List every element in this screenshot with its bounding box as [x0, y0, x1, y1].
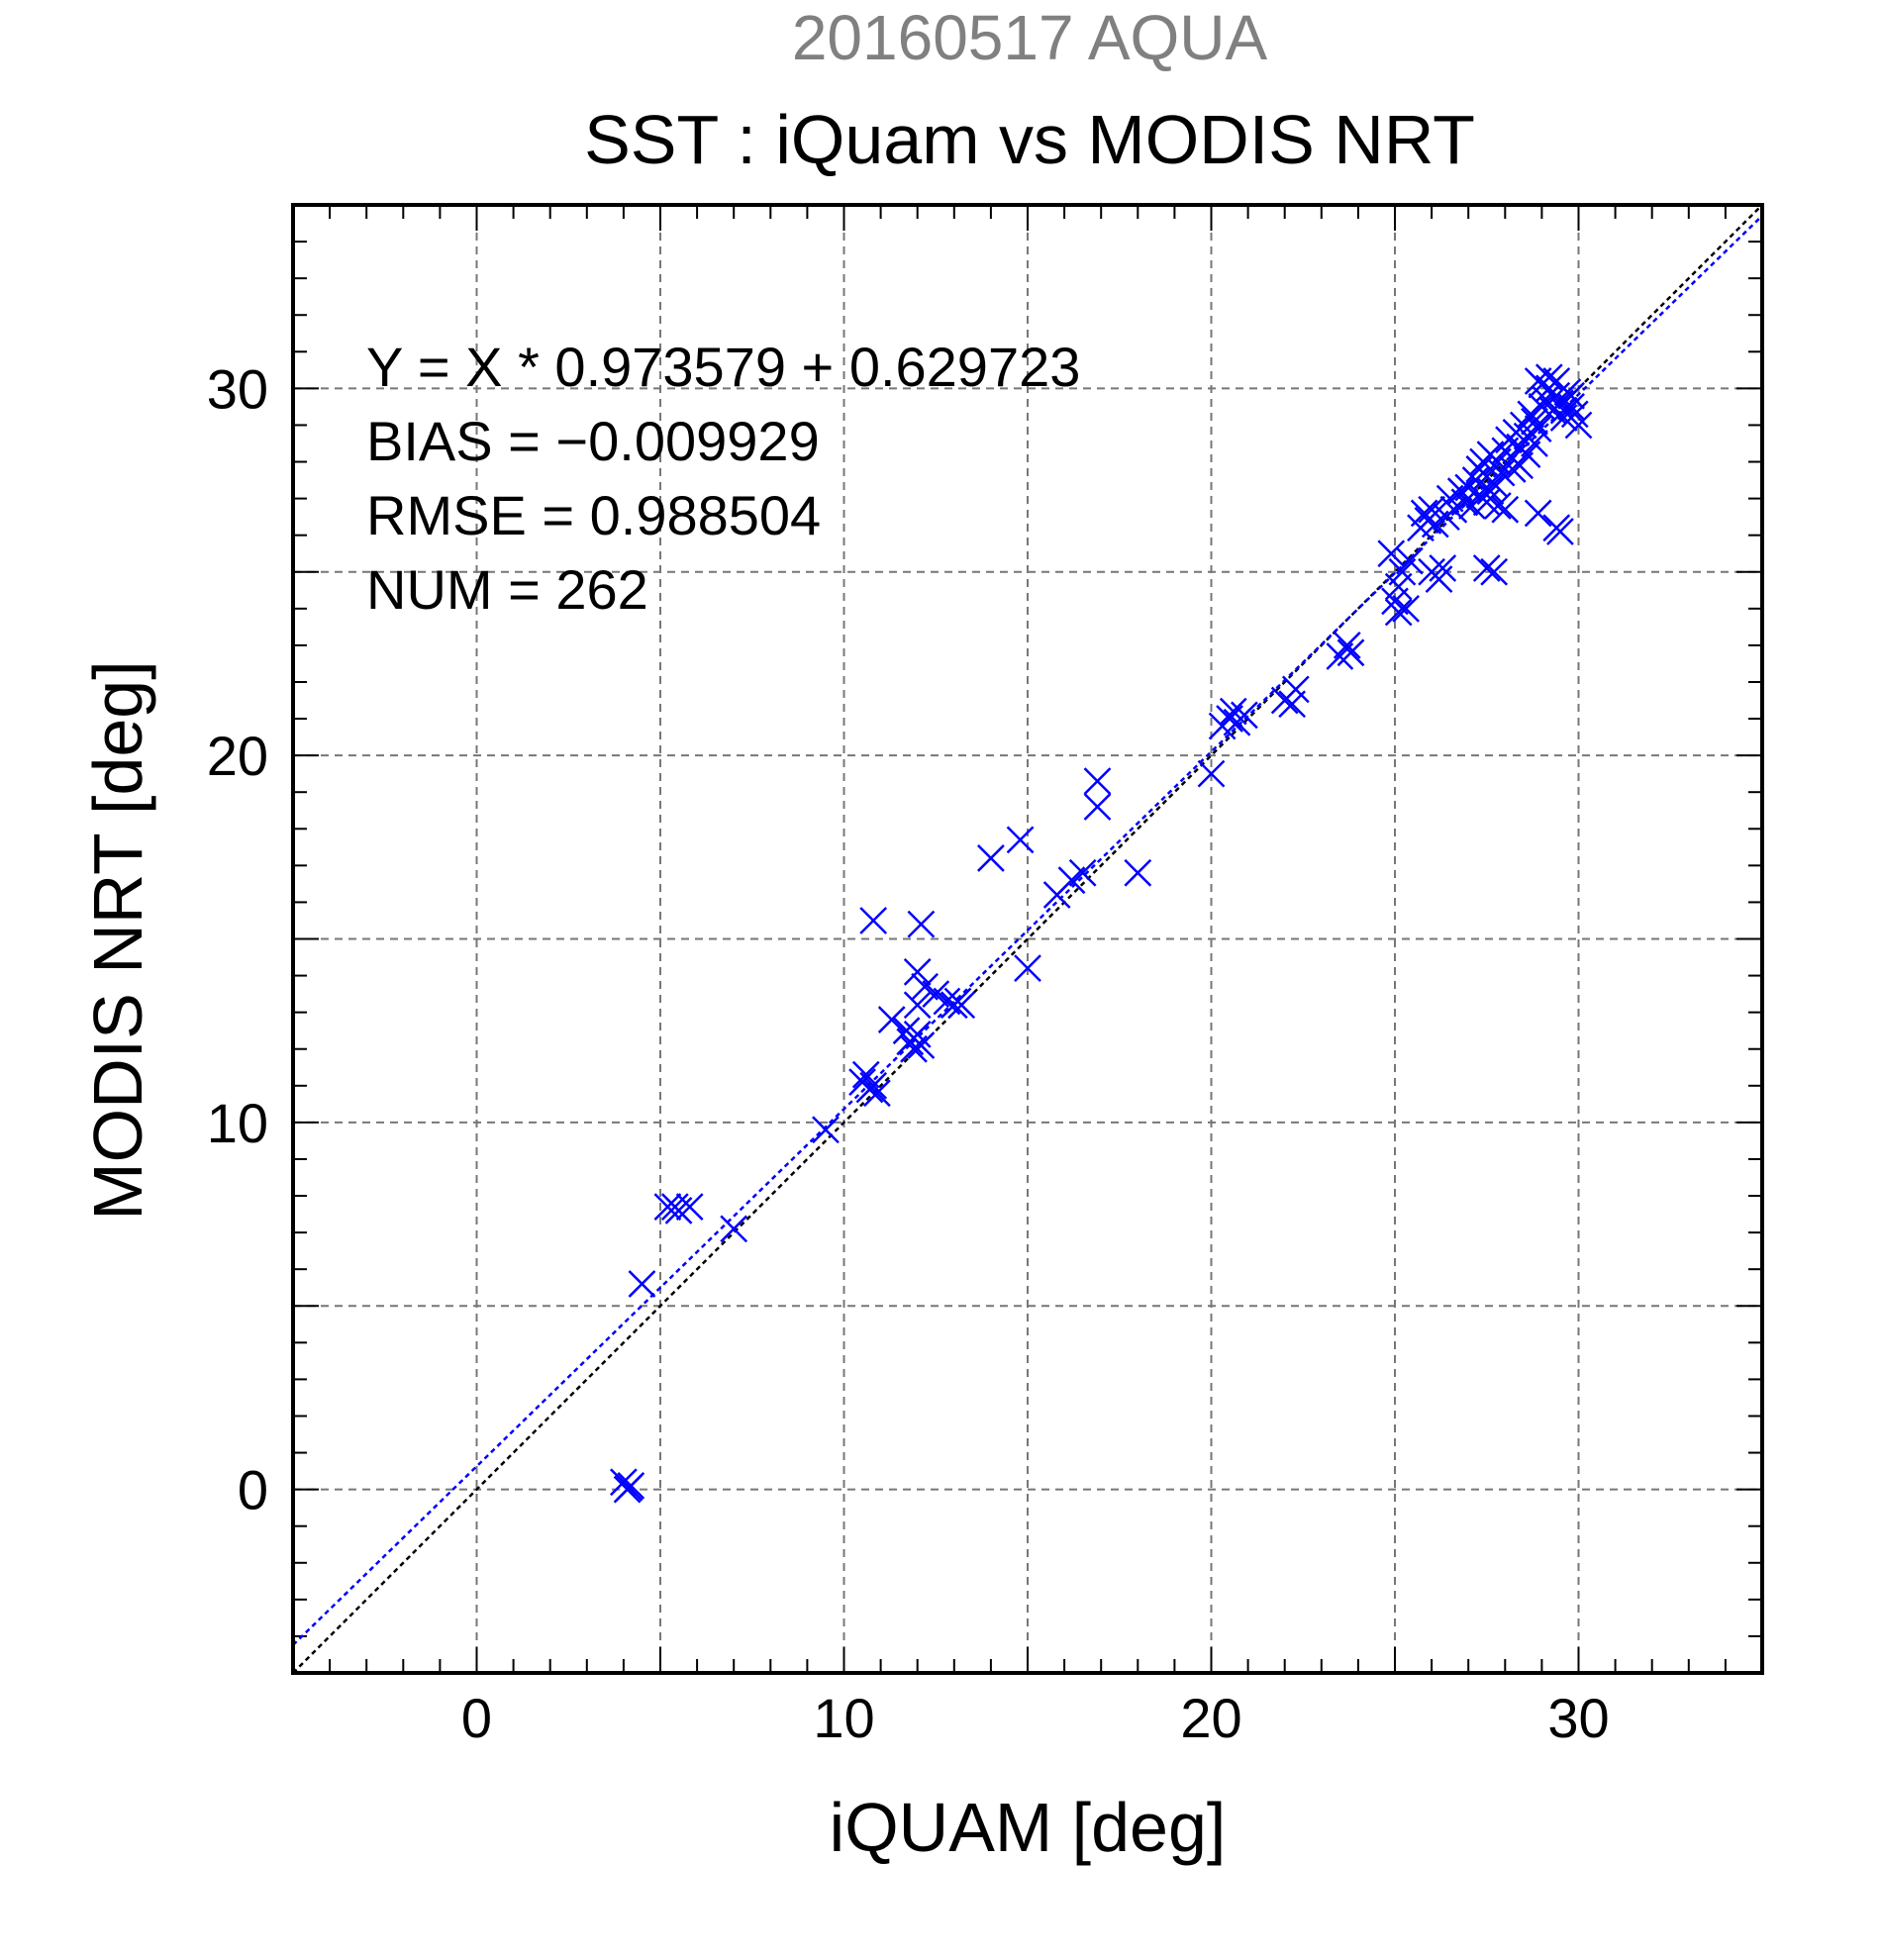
y-tick-label: 10 — [207, 1092, 268, 1154]
data-point — [947, 991, 976, 1020]
data-point — [1281, 675, 1310, 704]
stats-rmse: RMSE = 0.988504 — [366, 484, 821, 546]
grid-lines — [293, 205, 1762, 1673]
data-point — [664, 1196, 693, 1225]
data-point — [1483, 492, 1512, 520]
data-point — [907, 910, 936, 938]
data-point — [1557, 381, 1585, 410]
data-point — [977, 844, 1005, 872]
data-point — [1546, 518, 1574, 545]
chart-subtitle: 20160517 AQUA — [792, 2, 1268, 73]
data-point — [1395, 546, 1424, 575]
data-point — [1506, 451, 1534, 480]
data-point — [1528, 370, 1556, 399]
x-tick-label: 30 — [1547, 1687, 1609, 1749]
data-point — [615, 1473, 644, 1502]
data-point — [1521, 430, 1548, 457]
data-point — [1083, 767, 1112, 795]
y-tick-label: 30 — [207, 357, 268, 420]
chart-title: SST : iQuam vs MODIS NRT — [584, 101, 1475, 178]
data-point — [1384, 572, 1413, 601]
data-points — [610, 363, 1593, 1504]
data-point — [903, 957, 932, 986]
data-point — [1480, 557, 1509, 586]
data-point — [1498, 455, 1527, 483]
data-point — [1219, 697, 1247, 726]
data-point — [859, 1071, 888, 1100]
data-point — [1429, 554, 1457, 582]
data-point — [1197, 759, 1226, 788]
y-tick-label: 20 — [207, 725, 268, 787]
x-tick-label: 0 — [461, 1687, 492, 1749]
data-point — [1068, 858, 1097, 887]
data-point — [1491, 495, 1520, 524]
data-point — [1336, 638, 1365, 667]
stats-box: Y = X * 0.973579 + 0.629723 BIAS = −0.00… — [366, 336, 1080, 621]
data-point — [1425, 565, 1453, 594]
data-point — [1083, 793, 1112, 821]
data-point — [1476, 477, 1505, 506]
data-point — [907, 1031, 936, 1059]
data-point — [1549, 396, 1578, 425]
x-tick-label: 20 — [1180, 1687, 1241, 1749]
data-point — [1560, 400, 1589, 429]
data-point — [903, 991, 932, 1020]
data-point — [675, 1193, 704, 1222]
tick-labels: 0 10 20 30 0 10 20 30 — [207, 357, 1610, 1749]
data-point — [1414, 506, 1442, 535]
data-point — [1472, 488, 1501, 517]
data-point — [1006, 826, 1035, 854]
stats-equation: Y = X * 0.973579 + 0.629723 — [366, 336, 1080, 398]
plot-frame — [291, 203, 1764, 1675]
data-point — [653, 1193, 682, 1222]
data-point — [863, 1079, 891, 1108]
stats-bias: BIAS = −0.009929 — [366, 410, 820, 472]
data-point — [1557, 393, 1585, 421]
data-point — [1521, 407, 1548, 436]
x-axis-label: iQUAM [deg] — [830, 1789, 1227, 1866]
data-point — [1231, 701, 1258, 730]
data-point — [1333, 632, 1361, 659]
data-point — [1392, 594, 1421, 623]
data-point — [1384, 598, 1413, 627]
x-tick-label: 10 — [813, 1687, 874, 1749]
y-tick-label: 0 — [238, 1459, 268, 1521]
data-point — [812, 1116, 840, 1144]
data-point — [1377, 539, 1406, 568]
data-point — [1524, 499, 1552, 528]
data-point — [900, 1034, 928, 1063]
y-axis-label: MODIS NRT [deg] — [79, 660, 156, 1220]
data-point — [720, 1215, 748, 1243]
fit-line — [292, 215, 1763, 1646]
data-point — [1446, 477, 1475, 506]
data-point — [628, 1270, 656, 1298]
data-point — [877, 1006, 906, 1033]
data-point — [1014, 954, 1041, 983]
data-point — [1124, 858, 1152, 887]
minor-ticks — [292, 204, 1763, 1674]
data-point — [859, 907, 888, 934]
data-point — [1472, 554, 1501, 582]
stats-num: NUM = 262 — [366, 558, 648, 621]
